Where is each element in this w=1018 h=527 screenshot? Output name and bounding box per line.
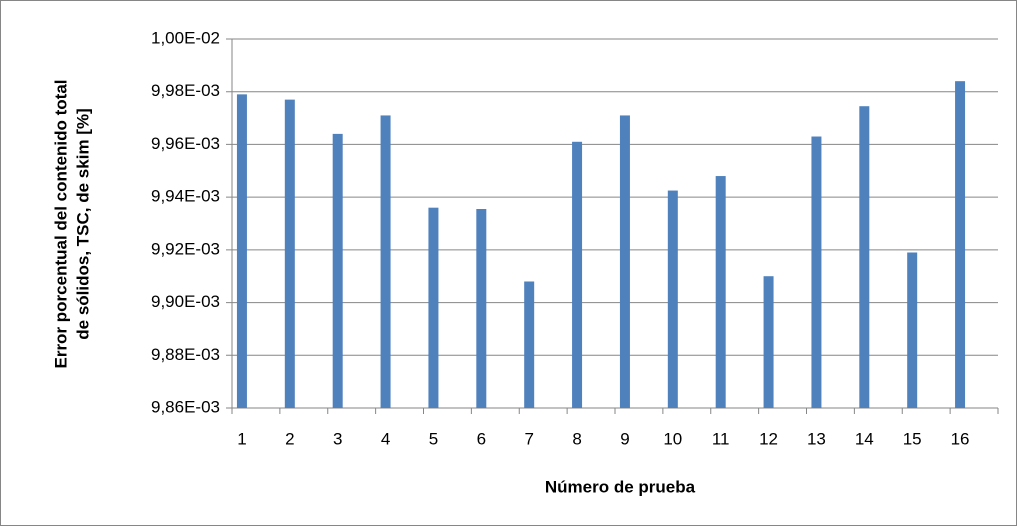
- bar: [476, 209, 487, 408]
- y-tick-label: 9,92E-03: [151, 239, 220, 258]
- y-tick-label: 9,98E-03: [151, 81, 220, 100]
- x-tick-label: 8: [572, 429, 581, 448]
- bar: [667, 190, 678, 408]
- bar: [236, 94, 247, 408]
- x-tick-label: 3: [333, 429, 342, 448]
- y-axis-label-line: de sólidos, TSC, de skim [%]: [73, 108, 92, 339]
- x-tick-label: 7: [524, 429, 533, 448]
- bar: [332, 133, 343, 408]
- bar: [380, 115, 391, 408]
- bar: [428, 207, 439, 408]
- x-tick-label: 11: [712, 429, 730, 448]
- y-tick-label: 9,96E-03: [151, 134, 220, 153]
- bar: [284, 99, 295, 408]
- bar: [859, 106, 870, 408]
- y-tick-label: 9,94E-03: [151, 187, 220, 206]
- bar: [907, 252, 918, 408]
- y-tick-label: 9,90E-03: [151, 292, 220, 311]
- bar: [763, 276, 774, 408]
- bar: [524, 281, 535, 408]
- bar: [955, 81, 966, 409]
- x-tick-label: 12: [759, 429, 778, 448]
- x-tick-label: 14: [855, 429, 874, 448]
- bar: [619, 115, 630, 408]
- x-tick-label: 10: [663, 429, 682, 448]
- x-tick-label: 6: [477, 429, 486, 448]
- y-tick-label: 1,00E-02: [151, 28, 220, 47]
- x-tick-label: 13: [807, 429, 826, 448]
- x-axis-label: Número de prueba: [545, 477, 696, 496]
- x-tick-label: 2: [285, 429, 294, 448]
- x-tick-label: 9: [620, 429, 629, 448]
- x-tick-label: 16: [951, 429, 970, 448]
- x-tick-label: 5: [429, 429, 438, 448]
- bar: [572, 141, 583, 409]
- bar: [715, 176, 726, 408]
- bar: [811, 136, 822, 408]
- y-axis-label: Error porcentual del contenido total de …: [51, 79, 92, 368]
- x-tick-label: 4: [381, 429, 390, 448]
- x-tick-label: 15: [903, 429, 922, 448]
- x-tick-label: 1: [237, 429, 246, 448]
- y-tick-label: 9,88E-03: [151, 345, 220, 364]
- y-tick-label: 9,86E-03: [151, 397, 220, 416]
- y-axis-label-line: Error porcentual del contenido total: [51, 79, 70, 368]
